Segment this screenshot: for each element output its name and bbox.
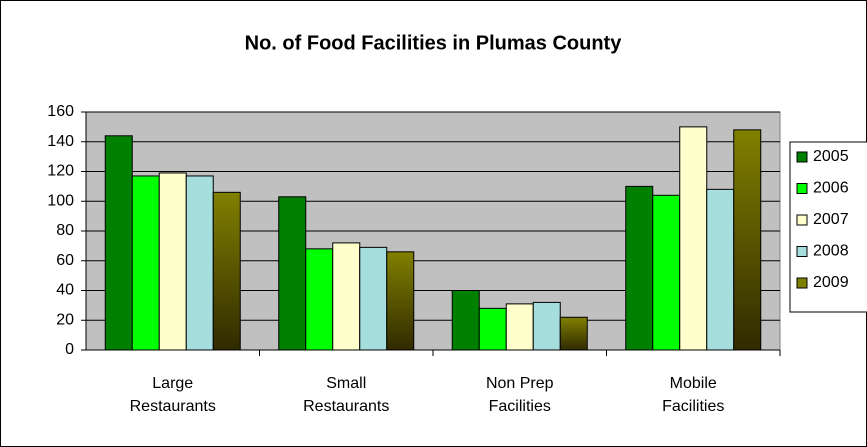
y-tick-label: 140 — [47, 133, 74, 150]
chart-title: No. of Food Facilities in Plumas County — [245, 32, 623, 54]
legend-label: 2005 — [813, 148, 849, 165]
bar — [706, 188, 735, 351]
bar — [652, 194, 681, 351]
bar — [104, 135, 133, 351]
legend-swatch — [796, 183, 808, 194]
x-tick-label: Mobile Facilities — [662, 375, 725, 415]
bar — [532, 301, 561, 351]
bar — [212, 191, 241, 351]
bar — [505, 303, 534, 351]
y-tick-label: 100 — [47, 192, 74, 209]
bar — [359, 246, 388, 351]
legend-swatch — [796, 246, 808, 257]
legend-swatch — [796, 214, 808, 226]
bar — [625, 185, 654, 351]
y-tick-label: 60 — [56, 252, 74, 269]
legend-label: 2008 — [813, 243, 849, 260]
bar — [305, 248, 334, 351]
bar — [131, 175, 160, 351]
bar — [559, 316, 588, 351]
x-tick-label: Small Restaurants — [303, 375, 390, 415]
bar — [185, 175, 214, 351]
y-tick-label: 160 — [47, 103, 74, 120]
bar — [679, 126, 708, 351]
y-tick-label: 120 — [47, 163, 74, 180]
bar — [278, 196, 307, 351]
bar — [478, 307, 507, 351]
y-tick-label: 80 — [56, 222, 74, 239]
bar — [332, 242, 361, 351]
bar — [451, 290, 480, 351]
legend-label: 2009 — [813, 274, 849, 291]
bar — [158, 172, 187, 351]
y-tick-label: 20 — [56, 311, 74, 328]
y-tick-label: 0 — [65, 341, 74, 358]
legend-label: 2006 — [813, 180, 849, 197]
bar — [733, 129, 762, 351]
x-tick-label: Non Prep Facilities — [485, 375, 554, 415]
legend-label: 2007 — [813, 211, 849, 228]
x-tick-label: Large Restaurants — [129, 375, 216, 415]
y-tick-label: 40 — [56, 282, 74, 299]
legend-swatch — [796, 151, 808, 163]
legend-swatch — [796, 277, 808, 289]
bar — [386, 251, 415, 351]
